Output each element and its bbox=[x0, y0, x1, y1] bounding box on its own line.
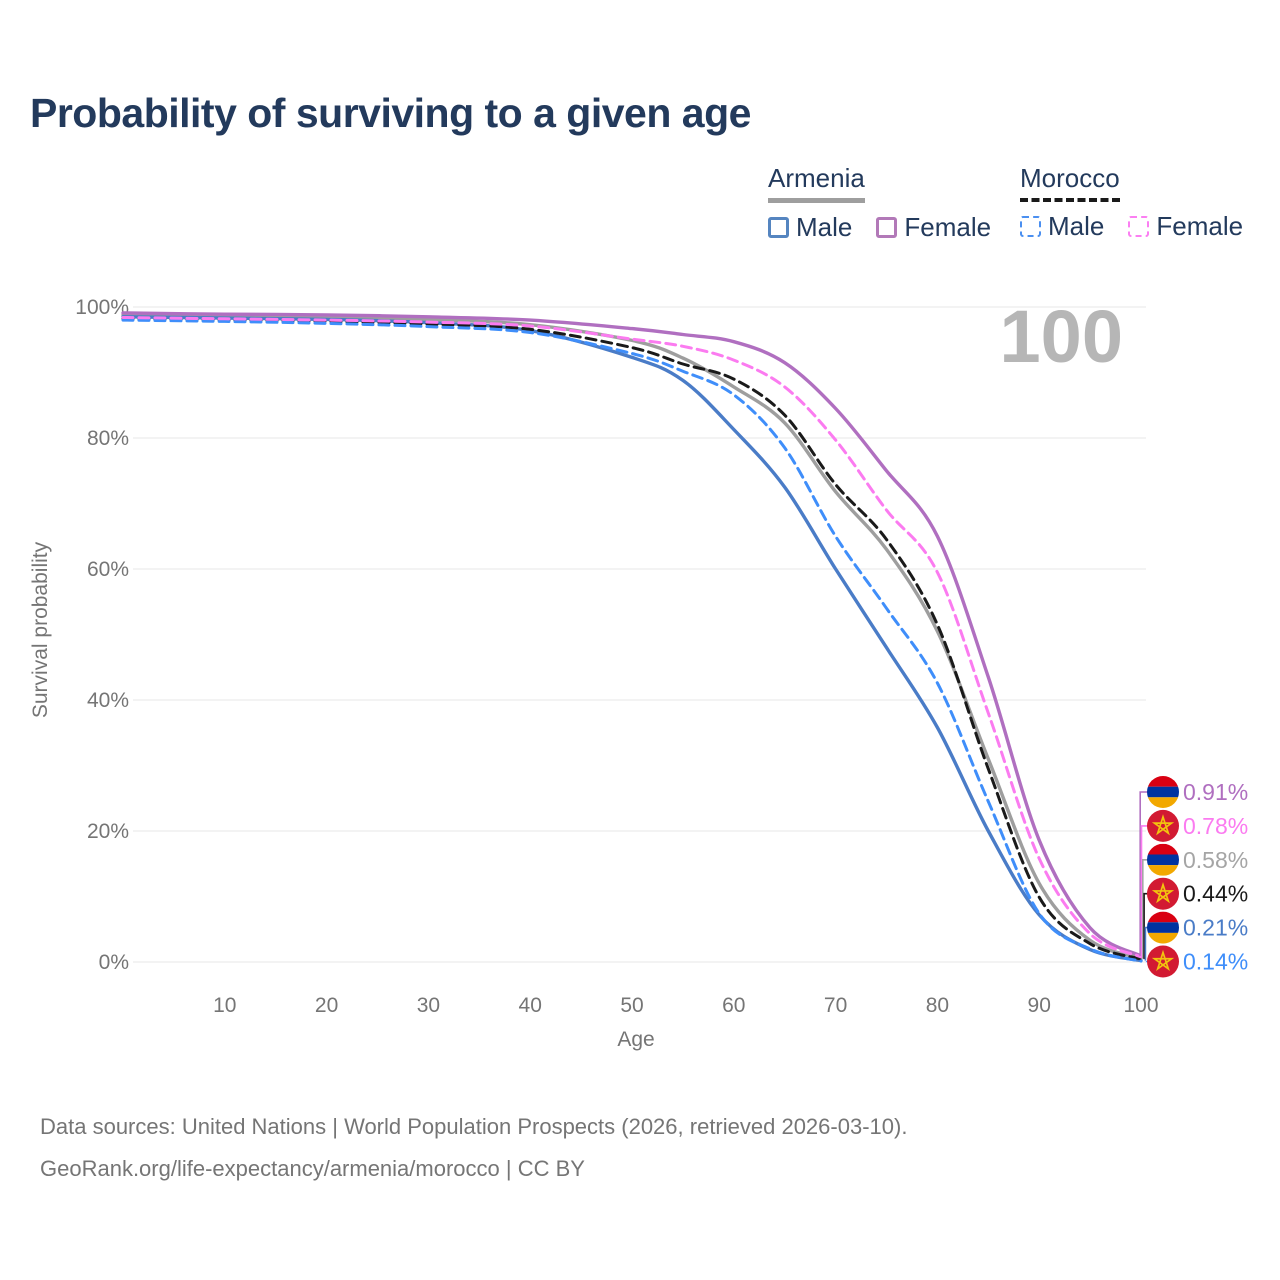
end-labels: 0.91% 0.78% 0.58% 0.44% 0.21% 0.14% bbox=[1139, 776, 1248, 979]
legend-armenia-male[interactable]: Male bbox=[768, 212, 852, 243]
footer-sources: Data sources: United Nations | World Pop… bbox=[40, 1114, 908, 1139]
survival-curves bbox=[121, 311, 1143, 963]
y-tick-label: 80% bbox=[87, 427, 129, 450]
survival-chart[interactable]: 0% 20% 40% 60% 80% 100% 10 20 30 40 50 60 70 80 90 100… bbox=[0, 0, 1280, 1080]
x-tick-label: 60 bbox=[722, 994, 745, 1017]
legend-header-morocco[interactable]: Morocco bbox=[1020, 163, 1120, 202]
y-tick-label: 40% bbox=[87, 689, 129, 712]
y-tick-label: 60% bbox=[87, 558, 129, 581]
x-tick-label: 100 bbox=[1123, 994, 1158, 1017]
x-axis-title: Age bbox=[617, 1028, 654, 1051]
end-label-leader-line bbox=[1139, 791, 1149, 956]
gridlines bbox=[133, 306, 1146, 963]
y-tick-label: 100% bbox=[75, 296, 129, 319]
x-tick-label: 30 bbox=[417, 994, 440, 1017]
legend-morocco-male[interactable]: Male bbox=[1020, 211, 1104, 242]
legend-item-label: Female bbox=[1156, 211, 1244, 241]
footer: Data sources: United Nations | World Pop… bbox=[40, 1106, 907, 1190]
footer-link: GeoRank.org/life-expectancy/armenia/moro… bbox=[40, 1156, 585, 1181]
curve-morocco-female[interactable] bbox=[121, 316, 1143, 959]
x-axis-ticks: 10 20 30 40 50 60 70 80 90 100 bbox=[213, 994, 1158, 1017]
end-label-leader-line bbox=[1142, 859, 1149, 959]
legend-header-armenia[interactable]: Armenia bbox=[768, 163, 865, 203]
end-label-value: 0.91% bbox=[1183, 779, 1248, 805]
y-axis-ticks: 0% 20% 40% 60% 80% 100% bbox=[75, 296, 129, 974]
legend-item-label: Male bbox=[1048, 211, 1105, 241]
legend-morocco-female[interactable]: Female bbox=[1128, 211, 1243, 242]
x-tick-label: 10 bbox=[213, 994, 236, 1017]
legend-swatch-icon bbox=[1020, 216, 1041, 237]
x-tick-label: 70 bbox=[824, 994, 847, 1017]
armenia-flag-icon bbox=[1147, 844, 1179, 876]
x-tick-label: 80 bbox=[926, 994, 949, 1017]
morocco-flag-icon bbox=[1146, 876, 1180, 911]
legend-group-armenia: Armenia Male Female bbox=[768, 163, 991, 243]
y-tick-label: 0% bbox=[99, 951, 129, 974]
legend-swatch-icon bbox=[876, 217, 898, 238]
legend-group-morocco: Morocco Male Female bbox=[1020, 163, 1243, 242]
x-tick-label: 20 bbox=[315, 994, 338, 1017]
end-label-value: 0.44% bbox=[1183, 881, 1248, 907]
age-indicator-watermark: 100 bbox=[1000, 295, 1123, 378]
legend-armenia-female[interactable]: Female bbox=[876, 212, 991, 243]
legend-swatch-icon bbox=[1128, 216, 1150, 237]
curve-armenia-male[interactable] bbox=[121, 315, 1143, 963]
x-tick-label: 50 bbox=[620, 994, 643, 1017]
page-title: Probability of surviving to a given age bbox=[30, 90, 751, 136]
legend-item-label: Male bbox=[796, 212, 853, 242]
y-axis-title: Survival probability bbox=[29, 541, 52, 718]
end-label-value: 0.78% bbox=[1183, 813, 1248, 839]
armenia-flag-icon bbox=[1147, 912, 1179, 944]
end-label-value: 0.58% bbox=[1183, 847, 1248, 873]
curve-morocco-male[interactable] bbox=[121, 318, 1143, 963]
morocco-flag-icon bbox=[1146, 944, 1180, 979]
curve-morocco-both[interactable] bbox=[121, 317, 1143, 961]
end-label-value: 0.21% bbox=[1183, 915, 1248, 941]
morocco-flag-icon bbox=[1146, 809, 1180, 843]
x-tick-label: 40 bbox=[519, 994, 542, 1017]
end-label-value: 0.14% bbox=[1183, 949, 1248, 975]
x-tick-label: 90 bbox=[1028, 994, 1051, 1017]
curve-armenia-female[interactable] bbox=[121, 311, 1143, 958]
legend-swatch-icon bbox=[768, 217, 789, 238]
y-tick-label: 20% bbox=[87, 820, 129, 843]
curve-armenia-both[interactable] bbox=[121, 313, 1143, 960]
legend-item-label: Female bbox=[904, 212, 992, 242]
armenia-flag-icon bbox=[1147, 776, 1179, 808]
end-label-leader-line bbox=[1140, 825, 1149, 957]
